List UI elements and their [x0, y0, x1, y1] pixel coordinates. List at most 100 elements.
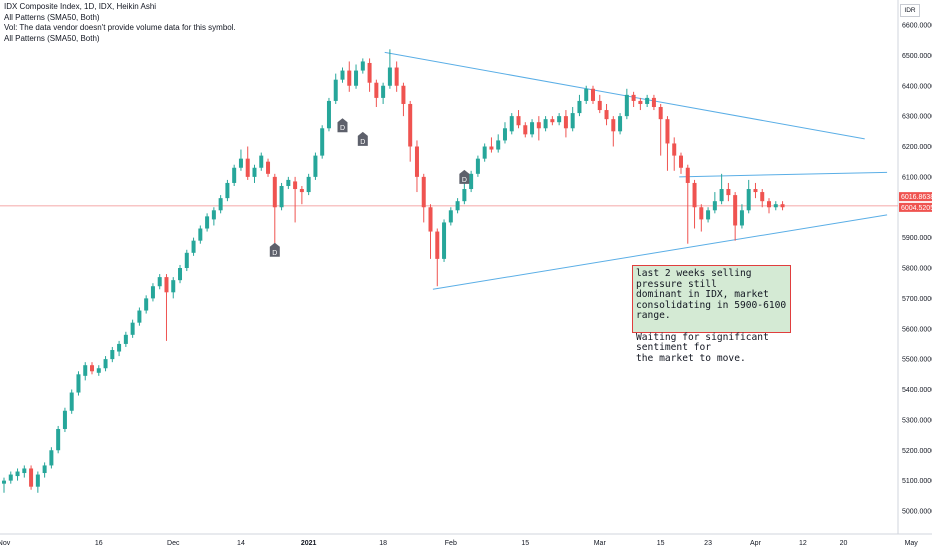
- x-tick-label: 18: [379, 540, 387, 547]
- candle-body: [320, 128, 325, 156]
- candle-body: [293, 181, 298, 190]
- candle-body: [577, 100, 582, 114]
- y-tick-label: 5300.0000: [902, 417, 932, 424]
- candle-body: [523, 125, 528, 135]
- y-tick-label: 5700.0000: [902, 296, 932, 303]
- candle-body: [712, 201, 717, 211]
- legend-volume-note[interactable]: Vol: The data vendor doesn't provide vol…: [4, 23, 236, 32]
- candle-body: [428, 207, 433, 232]
- pattern-marker-label: D: [360, 139, 365, 146]
- candle-body: [536, 122, 541, 129]
- pattern-marker-label: D: [462, 177, 467, 184]
- candle-body: [590, 88, 595, 101]
- candle-body: [110, 350, 115, 360]
- legend-indicator-2[interactable]: All Patterns (SMA50, Both): [4, 33, 100, 43]
- trendline: [679, 171, 888, 178]
- candle-body: [2, 480, 6, 484]
- x-tick-label: 20: [840, 540, 848, 547]
- candle-body: [780, 204, 785, 208]
- candle-body: [299, 189, 304, 193]
- legend-indicator-1[interactable]: All Patterns (SMA50, Both): [4, 12, 100, 22]
- y-tick-label: 6200.0000: [902, 144, 932, 151]
- candle-body: [49, 450, 54, 466]
- candle-body: [651, 97, 656, 108]
- candle-body: [354, 70, 359, 86]
- candle-body: [530, 122, 535, 135]
- candle-body: [753, 189, 758, 193]
- candle-body: [184, 252, 189, 268]
- candle-body: [624, 94, 629, 117]
- currency-label[interactable]: IDR: [900, 4, 920, 17]
- y-tick-label: 5200.0000: [902, 448, 932, 455]
- candle-body: [489, 146, 494, 150]
- candle-body: [178, 268, 183, 281]
- candle-body: [435, 231, 440, 259]
- price-label-text: 6004.5205: [901, 205, 932, 212]
- candle-body: [584, 88, 589, 101]
- pattern-marker-shape: [459, 169, 470, 184]
- x-tick-label: 14: [237, 540, 245, 547]
- candle-body: [692, 182, 697, 208]
- y-tick-label: 5800.0000: [902, 266, 932, 273]
- trendline: [432, 214, 888, 290]
- pattern-marker: D: [357, 131, 368, 146]
- candle-body: [35, 474, 40, 487]
- candle-body: [645, 97, 650, 104]
- candle-body: [414, 146, 419, 177]
- candle-body: [62, 410, 67, 429]
- candle-body: [638, 100, 643, 104]
- candle-body: [117, 343, 122, 352]
- candle-body: [56, 428, 61, 451]
- x-tick-label: 15: [521, 540, 529, 547]
- annotation-note[interactable]: last 2 weeks selling pressure still domi…: [632, 265, 791, 364]
- candle-body: [611, 119, 616, 132]
- candle-body: [658, 107, 663, 120]
- x-tick-label: 23: [704, 540, 712, 547]
- candle-body: [746, 189, 751, 211]
- candle-body: [570, 113, 575, 129]
- candle-body: [8, 474, 13, 481]
- candle-body: [83, 365, 88, 376]
- candle-body: [509, 116, 514, 132]
- y-tick-label: 6300.0000: [902, 114, 932, 121]
- candle-body: [516, 116, 521, 126]
- y-tick-label: 5100.0000: [902, 478, 932, 485]
- candle-body: [496, 140, 501, 150]
- candle-body: [205, 216, 210, 229]
- candle-body: [475, 158, 480, 174]
- candle-body: [469, 173, 474, 190]
- candle-body: [760, 192, 765, 202]
- candle-body: [198, 228, 203, 241]
- pattern-marker-shape: [337, 118, 348, 133]
- candle-body: [502, 128, 507, 141]
- candle-body: [685, 167, 690, 183]
- candle-body: [259, 155, 264, 168]
- candle-body: [699, 207, 704, 220]
- pattern-marker-label: D: [272, 250, 277, 257]
- pattern-marker: D: [459, 169, 470, 184]
- y-tick-label: 6500.0000: [902, 53, 932, 60]
- x-tick-label: 15: [657, 540, 665, 547]
- candle-body: [367, 62, 372, 83]
- candle-body: [360, 61, 365, 71]
- candle-body: [130, 322, 135, 335]
- x-tick-label: May: [905, 540, 919, 547]
- candle-body: [394, 67, 399, 86]
- pattern-marker: D: [269, 242, 280, 257]
- candle-body: [29, 468, 34, 487]
- x-tick-label: 2021: [301, 540, 317, 547]
- candle-body: [421, 176, 426, 208]
- candle-body: [218, 198, 223, 211]
- candle-body: [563, 116, 568, 129]
- candle-body: [171, 280, 176, 293]
- candle-body: [286, 179, 291, 186]
- y-tick-label: 5000.0000: [902, 509, 932, 516]
- candle-body: [408, 103, 413, 147]
- candle-body: [306, 176, 311, 193]
- legend-title[interactable]: IDX Composite Index, 1D, IDX, Heikin Ash…: [4, 2, 157, 11]
- price-label-bg: [899, 192, 932, 202]
- candle-body: [333, 79, 338, 101]
- candle-body: [442, 222, 447, 259]
- y-tick-label: 6100.0000: [902, 174, 932, 181]
